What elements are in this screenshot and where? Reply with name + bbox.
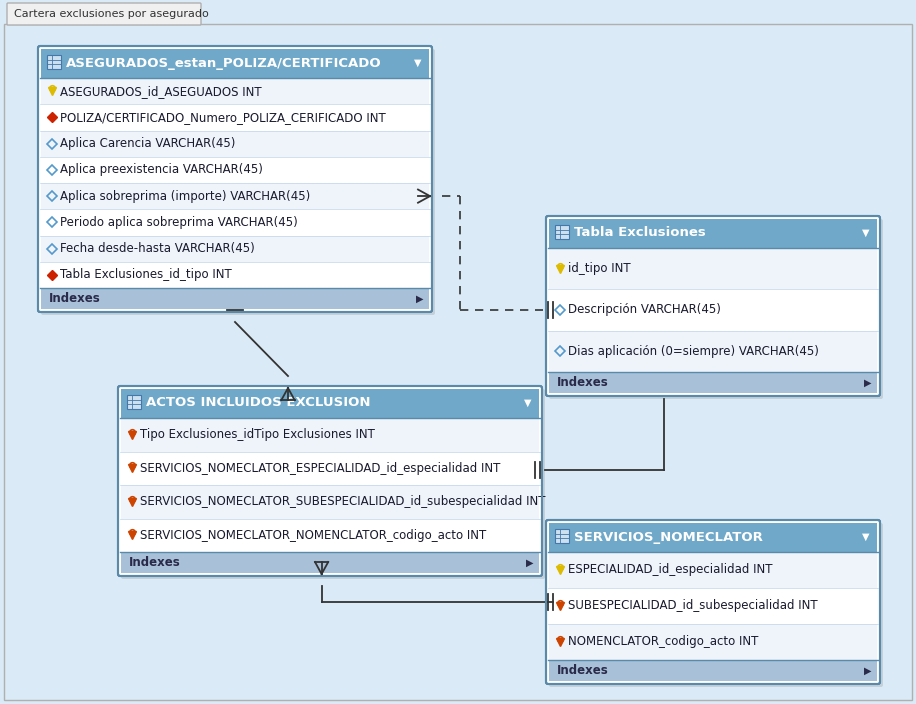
Bar [549, 331, 877, 372]
FancyBboxPatch shape [121, 389, 545, 579]
Text: ▶: ▶ [865, 378, 872, 388]
Bar [41, 209, 429, 236]
Text: Indexes: Indexes [557, 377, 609, 389]
Bar [41, 157, 429, 183]
Text: Descripción VARCHAR(45): Descripción VARCHAR(45) [568, 303, 721, 317]
Text: Tabla Exclusiones: Tabla Exclusiones [574, 227, 705, 239]
Text: id_tipo INT: id_tipo INT [568, 262, 630, 275]
Bar [41, 104, 429, 130]
Bar [121, 485, 539, 519]
Text: Aplica sobreprima (importe) VARCHAR(45): Aplica sobreprima (importe) VARCHAR(45) [60, 189, 311, 203]
Bar [47, 55, 61, 69]
FancyBboxPatch shape [546, 520, 880, 684]
FancyBboxPatch shape [549, 219, 883, 399]
Text: ▶: ▶ [416, 294, 424, 304]
Bar [549, 372, 877, 393]
Text: Periodo aplica sobreprima VARCHAR(45): Periodo aplica sobreprima VARCHAR(45) [60, 216, 298, 229]
FancyBboxPatch shape [38, 46, 432, 312]
Bar [41, 236, 429, 262]
Text: POLIZA/CERTIFICADO_Numero_POLIZA_CERIFICADO INT: POLIZA/CERTIFICADO_Numero_POLIZA_CERIFIC… [60, 111, 386, 124]
Bar [127, 395, 141, 409]
Bar [121, 389, 539, 418]
Bar [549, 588, 877, 624]
Text: SERVICIOS_NOMECLATOR: SERVICIOS_NOMECLATOR [574, 531, 763, 543]
Text: SERVICIOS_NOMECLATOR_NOMENCLATOR_codigo_acto INT: SERVICIOS_NOMECLATOR_NOMENCLATOR_codigo_… [140, 529, 486, 542]
Text: ▼: ▼ [862, 532, 870, 542]
Bar [549, 552, 877, 588]
Text: ▼: ▼ [524, 398, 532, 408]
Text: NOMENCLATOR_codigo_acto INT: NOMENCLATOR_codigo_acto INT [568, 636, 758, 648]
Text: Tipo Exclusiones_idTipo Exclusiones INT: Tipo Exclusiones_idTipo Exclusiones INT [140, 428, 375, 441]
Text: ASEGURADOS_id_ASEGUADOS INT: ASEGURADOS_id_ASEGUADOS INT [60, 84, 262, 98]
Bar [41, 262, 429, 288]
Bar [549, 624, 877, 660]
Bar [549, 219, 877, 248]
FancyBboxPatch shape [546, 216, 880, 396]
Text: Cartera exclusiones por asegurado: Cartera exclusiones por asegurado [14, 9, 209, 19]
Text: SUBESPECIALIDAD_id_subespecialidad INT: SUBESPECIALIDAD_id_subespecialidad INT [568, 600, 818, 612]
Text: ESPECIALIDAD_id_especialidad INT: ESPECIALIDAD_id_especialidad INT [568, 563, 772, 577]
Bar [41, 78, 429, 104]
Text: Indexes: Indexes [49, 292, 101, 306]
Bar [549, 660, 877, 681]
Text: ▶: ▶ [865, 666, 872, 676]
FancyBboxPatch shape [41, 49, 435, 315]
Text: Tabla Exclusiones_id_tipo INT: Tabla Exclusiones_id_tipo INT [60, 268, 232, 282]
Bar [555, 225, 569, 239]
Bar [549, 248, 877, 289]
Bar [121, 451, 539, 485]
Text: Aplica preexistencia VARCHAR(45): Aplica preexistencia VARCHAR(45) [60, 163, 263, 177]
FancyBboxPatch shape [549, 523, 883, 687]
Text: ▼: ▼ [862, 228, 870, 238]
Bar [555, 529, 569, 543]
Bar [41, 183, 429, 209]
Bar [41, 49, 429, 78]
FancyBboxPatch shape [118, 386, 542, 576]
Text: Aplica Carencia VARCHAR(45): Aplica Carencia VARCHAR(45) [60, 137, 235, 150]
Text: Indexes: Indexes [129, 556, 180, 570]
Text: Indexes: Indexes [557, 665, 609, 677]
Bar [549, 523, 877, 552]
Bar [549, 289, 877, 331]
Bar [121, 418, 539, 451]
Text: ▼: ▼ [414, 58, 421, 68]
Text: Fecha desde-hasta VARCHAR(45): Fecha desde-hasta VARCHAR(45) [60, 242, 255, 255]
Bar [41, 130, 429, 157]
Text: ACTOS INCLUIDOS EXCLUSION: ACTOS INCLUIDOS EXCLUSION [146, 396, 370, 410]
Text: ▶: ▶ [527, 558, 534, 568]
Bar [121, 552, 539, 573]
Text: Dias aplicación (0=siempre) VARCHAR(45): Dias aplicación (0=siempre) VARCHAR(45) [568, 345, 819, 358]
Text: SERVICIOS_NOMECLATOR_SUBESPECIALIDAD_id_subespecialidad INT: SERVICIOS_NOMECLATOR_SUBESPECIALIDAD_id_… [140, 495, 546, 508]
Bar [41, 288, 429, 309]
Text: SERVICIOS_NOMECLATOR_ESPECIALIDAD_id_especialidad INT: SERVICIOS_NOMECLATOR_ESPECIALIDAD_id_esp… [140, 462, 500, 474]
Text: ASEGURADOS_estan_POLIZA/CERTIFICADO: ASEGURADOS_estan_POLIZA/CERTIFICADO [66, 56, 382, 70]
FancyBboxPatch shape [4, 24, 912, 700]
FancyBboxPatch shape [7, 3, 201, 25]
Bar [121, 519, 539, 552]
